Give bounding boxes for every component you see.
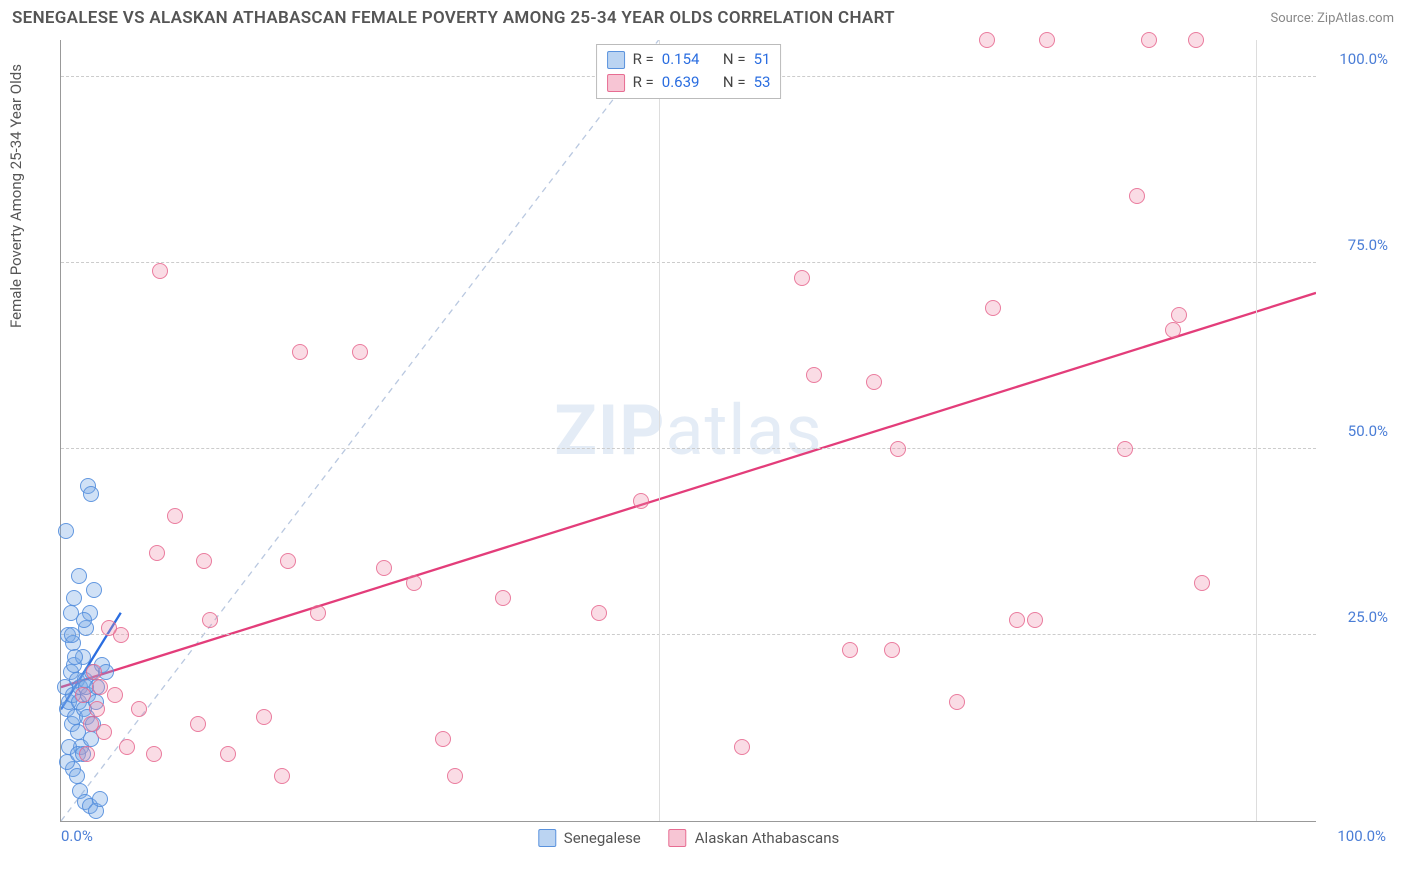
scatter-point-athabascan: [79, 746, 95, 762]
grid-line-h: [61, 634, 1316, 635]
scatter-point-athabascan: [86, 664, 102, 680]
scatter-point-athabascan: [1027, 612, 1043, 628]
scatter-point-athabascan: [1165, 322, 1181, 338]
scatter-point-athabascan: [495, 590, 511, 606]
legend-swatch-icon: [607, 51, 625, 69]
scatter-point-athabascan: [202, 612, 218, 628]
scatter-point-athabascan: [190, 716, 206, 732]
scatter-point-athabascan: [119, 739, 135, 755]
scatter-point-athabascan: [1039, 32, 1055, 48]
series-legend: Senegalese Alaskan Athabascans: [538, 829, 839, 847]
scatter-point-senegalese: [66, 590, 82, 606]
scatter-point-athabascan: [806, 367, 822, 383]
scatter-point-athabascan: [794, 270, 810, 286]
y-tick-label: 50.0%: [1348, 422, 1388, 440]
scatter-point-athabascan: [107, 687, 123, 703]
x-tick-100: 100.0%: [1337, 827, 1386, 845]
scatter-point-senegalese: [86, 582, 102, 598]
scatter-point-athabascan: [985, 300, 1001, 316]
scatter-point-athabascan: [842, 642, 858, 658]
scatter-point-athabascan: [167, 508, 183, 524]
scatter-point-athabascan: [406, 575, 422, 591]
scatter-point-athabascan: [149, 545, 165, 561]
y-axis-label: Female Poverty Among 25-34 Year Olds: [7, 64, 25, 328]
x-tick-0: 0.0%: [61, 827, 93, 845]
legend-row: R = 0.639 N = 53: [607, 71, 771, 94]
legend-n-value: 51: [754, 48, 771, 71]
scatter-point-athabascan: [435, 731, 451, 747]
scatter-point-athabascan: [1188, 32, 1204, 48]
scatter-point-athabascan: [292, 344, 308, 360]
scatter-point-athabascan: [96, 724, 112, 740]
scatter-point-athabascan: [1009, 612, 1025, 628]
legend-r-key: R =: [633, 48, 654, 71]
scatter-point-senegalese: [83, 486, 99, 502]
scatter-point-athabascan: [1194, 575, 1210, 591]
legend-n-value: 53: [754, 71, 771, 94]
scatter-point-athabascan: [949, 694, 965, 710]
legend-n-key: N =: [723, 71, 746, 94]
legend-r-key: R =: [633, 71, 654, 94]
scatter-point-senegalese: [69, 768, 85, 784]
scatter-point-athabascan: [146, 746, 162, 762]
grid-line-v: [1256, 40, 1257, 821]
scatter-point-athabascan: [131, 701, 147, 717]
scatter-point-athabascan: [280, 553, 296, 569]
y-tick-label: 75.0%: [1348, 236, 1388, 254]
legend-label: Senegalese: [564, 829, 641, 847]
scatter-point-athabascan: [75, 687, 91, 703]
source-label: Source: ZipAtlas.com: [1270, 11, 1394, 26]
legend-swatch-icon: [669, 829, 687, 847]
scatter-plot: ZIPatlas R = 0.154 N = 51R = 0.639 N = 53 0.…: [60, 40, 1316, 822]
scatter-point-athabascan: [1171, 307, 1187, 323]
legend-n-key: N =: [723, 48, 746, 71]
watermark: ZIPatlas: [554, 390, 822, 472]
scatter-point-athabascan: [376, 560, 392, 576]
legend-item: Senegalese: [538, 829, 641, 847]
scatter-point-athabascan: [884, 642, 900, 658]
scatter-point-athabascan: [256, 709, 272, 725]
scatter-point-athabascan: [352, 344, 368, 360]
scatter-point-athabascan: [1117, 441, 1133, 457]
scatter-point-athabascan: [1141, 32, 1157, 48]
scatter-point-senegalese: [64, 627, 80, 643]
fit-line-athabascan: [61, 293, 1316, 687]
legend-r-value: 0.154: [662, 48, 700, 71]
reference-line: [61, 40, 659, 821]
scatter-point-athabascan: [101, 620, 117, 636]
legend-r-value: 0.639: [662, 71, 700, 94]
scatter-point-athabascan: [734, 739, 750, 755]
scatter-point-athabascan: [979, 32, 995, 48]
y-tick-label: 25.0%: [1348, 608, 1388, 626]
chart-title: SENEGALESE VS ALASKAN ATHABASCAN FEMALE …: [12, 8, 895, 28]
legend-item: Alaskan Athabascans: [669, 829, 839, 847]
scatter-point-senegalese: [67, 649, 83, 665]
scatter-point-athabascan: [633, 493, 649, 509]
scatter-point-athabascan: [890, 441, 906, 457]
legend-row: R = 0.154 N = 51: [607, 48, 771, 71]
scatter-point-senegalese: [71, 568, 87, 584]
grid-line-v: [659, 40, 660, 821]
grid-line-h: [61, 262, 1316, 263]
legend-swatch-icon: [538, 829, 556, 847]
scatter-point-athabascan: [310, 605, 326, 621]
scatter-point-athabascan: [591, 605, 607, 621]
scatter-point-athabascan: [274, 768, 290, 784]
scatter-point-senegalese: [76, 612, 92, 628]
scatter-point-athabascan: [1129, 188, 1145, 204]
scatter-point-athabascan: [152, 263, 168, 279]
legend-label: Alaskan Athabascans: [695, 829, 839, 847]
scatter-point-senegalese: [92, 791, 108, 807]
scatter-point-athabascan: [89, 701, 105, 717]
scatter-point-senegalese: [58, 523, 74, 539]
scatter-point-athabascan: [866, 374, 882, 390]
scatter-point-athabascan: [447, 768, 463, 784]
lines-overlay: [61, 40, 1316, 821]
scatter-point-athabascan: [196, 553, 212, 569]
legend-swatch-icon: [607, 74, 625, 92]
y-tick-label: 100.0%: [1339, 50, 1388, 68]
scatter-point-athabascan: [220, 746, 236, 762]
correlation-legend: R = 0.154 N = 51 R = 0.639 N = 53: [596, 44, 782, 99]
